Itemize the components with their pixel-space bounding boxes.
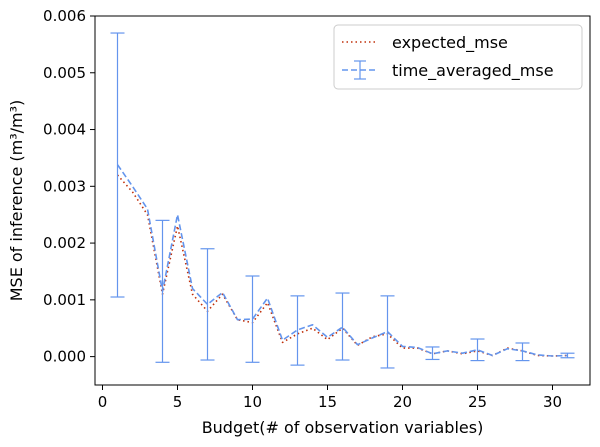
- legend: expected_mse time_averaged_mse: [333, 24, 583, 90]
- x-tick-label: 5: [173, 393, 183, 411]
- x-tick-label: 20: [393, 393, 412, 411]
- x-tick-label: 30: [543, 393, 562, 411]
- y-axis-label: MSE of inference (m³/m³): [7, 100, 26, 302]
- y-tick-label: 0.002: [43, 234, 86, 252]
- plot-frame: [94, 15, 591, 386]
- legend-label-expected_mse: expected_mse: [392, 33, 508, 53]
- data-layer: [110, 32, 575, 369]
- time_averaged_mse-line: [116, 164, 568, 357]
- x-tick-label: 10: [243, 393, 262, 411]
- y-tick-label: 0.001: [43, 291, 86, 309]
- y-tick-label: 0.006: [43, 7, 86, 25]
- y-tick-label: 0.003: [43, 177, 86, 195]
- legend-box: [333, 24, 583, 90]
- x-tick-label: 25: [468, 393, 487, 411]
- x-tick-label: 0: [98, 393, 108, 411]
- ticks-layer: 0 5 10 15 20 25 30 0.000 0.001 0.002 0.003 0.004 0.0…: [43, 7, 562, 411]
- x-tick-label: 15: [318, 393, 337, 411]
- y-tick-label: 0.005: [43, 64, 86, 82]
- x-axis-label: Budget(# of observation variables): [202, 418, 484, 437]
- y-tick-label: 0.000: [43, 348, 86, 366]
- y-tick-label: 0.004: [43, 121, 86, 139]
- legend-label-time_averaged_mse: time_averaged_mse: [392, 61, 554, 81]
